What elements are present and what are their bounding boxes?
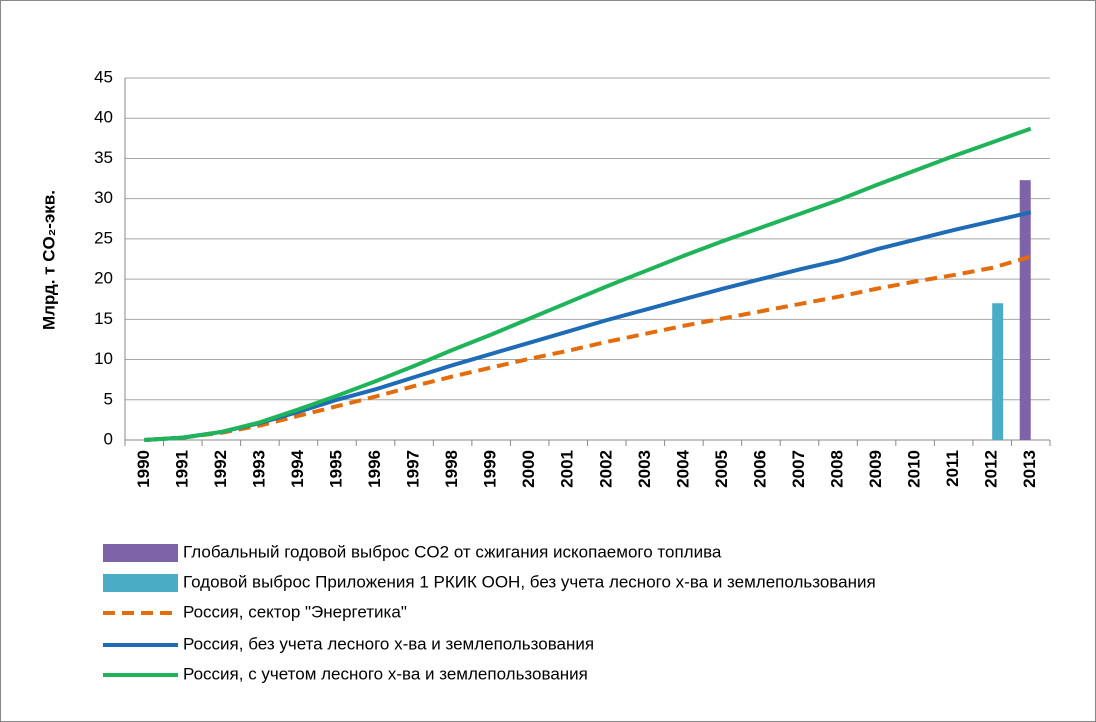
bar	[1019, 180, 1031, 441]
x-tick-label: 2004	[673, 449, 692, 487]
x-tick-label: 1995	[326, 450, 345, 488]
legend-label: Россия, сектор "Энергетика"	[183, 602, 407, 621]
x-tick-label: 2011	[943, 450, 962, 487]
x-tick-label: 2012	[982, 450, 1001, 488]
x-tick-label: 2008	[828, 450, 847, 488]
x-tick-label: 1999	[481, 450, 500, 488]
y-tick-label: 30	[94, 188, 113, 207]
line	[144, 210, 1032, 442]
y-tick-label: 0	[104, 429, 113, 448]
x-tick-label: 1991	[172, 450, 191, 488]
x-tick-label: 1997	[404, 450, 423, 488]
x-tick-label: 1998	[442, 450, 461, 488]
x-tick-label: 2010	[905, 450, 924, 488]
x-tick-label: 2007	[789, 450, 808, 488]
y-tick-label: 5	[104, 389, 113, 408]
x-tick-label: 1994	[288, 449, 307, 487]
y-tick-label: 10	[94, 349, 113, 368]
x-tick-label: 2009	[866, 450, 885, 488]
legend-swatch	[103, 544, 178, 562]
x-tick-label: 2002	[596, 450, 615, 488]
x-tick-label: 2005	[712, 450, 731, 488]
legend-swatch	[103, 574, 178, 592]
legend-label: Глобальный годовой выброс CO2 от сжигани…	[183, 542, 722, 561]
x-tick-label: 1996	[365, 450, 384, 488]
x-tick-label: 2006	[750, 450, 769, 488]
legend-label: Россия, без учета лесного х-ва и землепо…	[183, 634, 594, 653]
x-tick-label: 1992	[211, 450, 230, 488]
x-tick-label: 1993	[249, 450, 268, 488]
bar	[992, 303, 1004, 440]
x-tick-label: 1990	[134, 450, 153, 488]
y-tick-label: 20	[94, 269, 113, 288]
legend-label: Годовой выброс Приложения 1 РКИК ООН, бе…	[183, 572, 876, 591]
x-tick-label: 2003	[635, 450, 654, 488]
y-tick-label: 45	[94, 67, 113, 86]
y-tick-label: 15	[94, 309, 113, 328]
y-tick-label: 25	[94, 228, 113, 247]
y-axis-label: Млрд. т CO₂-экв.	[39, 190, 58, 330]
x-tick-label: 2001	[558, 450, 577, 488]
x-tick-label: 2000	[519, 450, 538, 488]
line	[144, 126, 1032, 442]
y-tick-label: 40	[94, 108, 113, 127]
x-tick-label: 2013	[1020, 450, 1039, 488]
y-tick-label: 35	[94, 148, 113, 167]
legend-label: Россия, с учетом лесного х-ва и землепол…	[183, 664, 588, 683]
